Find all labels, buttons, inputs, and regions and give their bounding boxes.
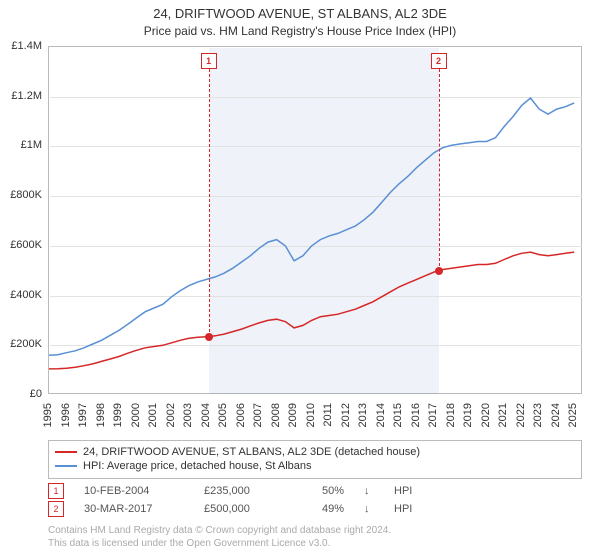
attribution-line1: Contains HM Land Registry data © Crown c… — [48, 524, 391, 537]
x-axis-label: 1995 — [42, 403, 54, 433]
y-axis-label: £200K — [10, 338, 42, 350]
attribution: Contains HM Land Registry data © Crown c… — [48, 524, 391, 550]
x-axis-label: 2024 — [550, 403, 562, 433]
y-axis-label: £400K — [10, 289, 42, 301]
x-axis-label: 2014 — [375, 403, 387, 433]
x-axis-label: 2018 — [445, 403, 457, 433]
sale-table: 1 10-FEB-2004 £235,000 50% ↓ HPI 2 30-MAR-2017 £… — [48, 482, 582, 518]
down-arrow-icon: ↓ — [364, 503, 374, 515]
x-axis-label: 1997 — [77, 403, 89, 433]
y-axis-label: £600K — [10, 239, 42, 251]
sale-marker-2: 2 — [431, 53, 447, 69]
x-axis-label: 2025 — [567, 403, 579, 433]
legend-label: 24, DRIFTWOOD AVENUE, ST ALBANS, AL2 3DE… — [83, 445, 420, 459]
page-title: 24, DRIFTWOOD AVENUE, ST ALBANS, AL2 3DE — [0, 0, 600, 23]
x-axis-label: 2008 — [270, 403, 282, 433]
x-axis-label: 2004 — [200, 403, 212, 433]
x-axis-label: 2016 — [410, 403, 422, 433]
sale-dot — [205, 333, 213, 341]
sale-row: 1 10-FEB-2004 £235,000 50% ↓ HPI — [48, 482, 582, 500]
x-axis-label: 2007 — [252, 403, 264, 433]
sale-price: £500,000 — [204, 503, 284, 515]
sale-row: 2 30-MAR-2017 £500,000 49% ↓ HPI — [48, 500, 582, 518]
sale-marker-line — [209, 69, 210, 337]
y-axis-label: £800K — [10, 189, 42, 201]
x-axis-label: 2022 — [515, 403, 527, 433]
x-axis-label: 2019 — [462, 403, 474, 433]
legend-item: HPI: Average price, detached house, St A… — [55, 459, 575, 473]
x-axis-label: 2011 — [322, 403, 334, 433]
sale-date: 10-FEB-2004 — [84, 485, 184, 497]
x-axis-label: 2009 — [287, 403, 299, 433]
x-axis-label: 2001 — [147, 403, 159, 433]
x-axis-label: 1999 — [112, 403, 124, 433]
y-axis-label: £1M — [21, 139, 42, 151]
x-axis-label: 2023 — [532, 403, 544, 433]
sale-marker-line — [439, 69, 440, 271]
x-axis-label: 2020 — [480, 403, 492, 433]
plot-area: 12 — [48, 46, 582, 394]
x-axis-label: 2010 — [305, 403, 317, 433]
price-chart: 12 £0£200K£400K£600K£800K£1M£1.2M£1.4M 1… — [48, 46, 582, 394]
x-axis-label: 2005 — [217, 403, 229, 433]
sale-pct: 49% — [304, 503, 344, 515]
legend-swatch — [55, 451, 77, 453]
sale-price: £235,000 — [204, 485, 284, 497]
sale-hpi-label: HPI — [394, 503, 424, 515]
sale-pct: 50% — [304, 485, 344, 497]
x-axis-label: 2003 — [182, 403, 194, 433]
page-subtitle: Price paid vs. HM Land Registry's House … — [0, 23, 600, 38]
sale-dot — [435, 267, 443, 275]
x-axis-label: 2002 — [165, 403, 177, 433]
legend-item: 24, DRIFTWOOD AVENUE, ST ALBANS, AL2 3DE… — [55, 445, 575, 459]
legend-label: HPI: Average price, detached house, St A… — [83, 459, 312, 473]
sale-row-marker: 1 — [48, 483, 64, 499]
y-axis-label: £1.2M — [11, 90, 42, 102]
x-axis-label: 2021 — [497, 403, 509, 433]
x-axis-label: 2015 — [392, 403, 404, 433]
y-axis-label: £0 — [30, 388, 42, 400]
x-axis-label: 2013 — [357, 403, 369, 433]
sale-hpi-label: HPI — [394, 485, 424, 497]
attribution-line2: This data is licensed under the Open Gov… — [48, 537, 391, 550]
y-axis-label: £1.4M — [11, 40, 42, 52]
x-axis-label: 1998 — [95, 403, 107, 433]
x-axis-label: 2012 — [340, 403, 352, 433]
series-hpi — [49, 98, 574, 355]
x-axis-label: 2006 — [235, 403, 247, 433]
legend-swatch — [55, 465, 77, 467]
x-axis-label: 2017 — [427, 403, 439, 433]
sale-marker-1: 1 — [201, 53, 217, 69]
sale-row-marker: 2 — [48, 501, 64, 517]
series-property — [49, 252, 574, 369]
legend: 24, DRIFTWOOD AVENUE, ST ALBANS, AL2 3DE… — [48, 440, 582, 479]
x-axis-label: 2000 — [130, 403, 142, 433]
x-axis-label: 1996 — [60, 403, 72, 433]
sale-date: 30-MAR-2017 — [84, 503, 184, 515]
down-arrow-icon: ↓ — [364, 485, 374, 497]
